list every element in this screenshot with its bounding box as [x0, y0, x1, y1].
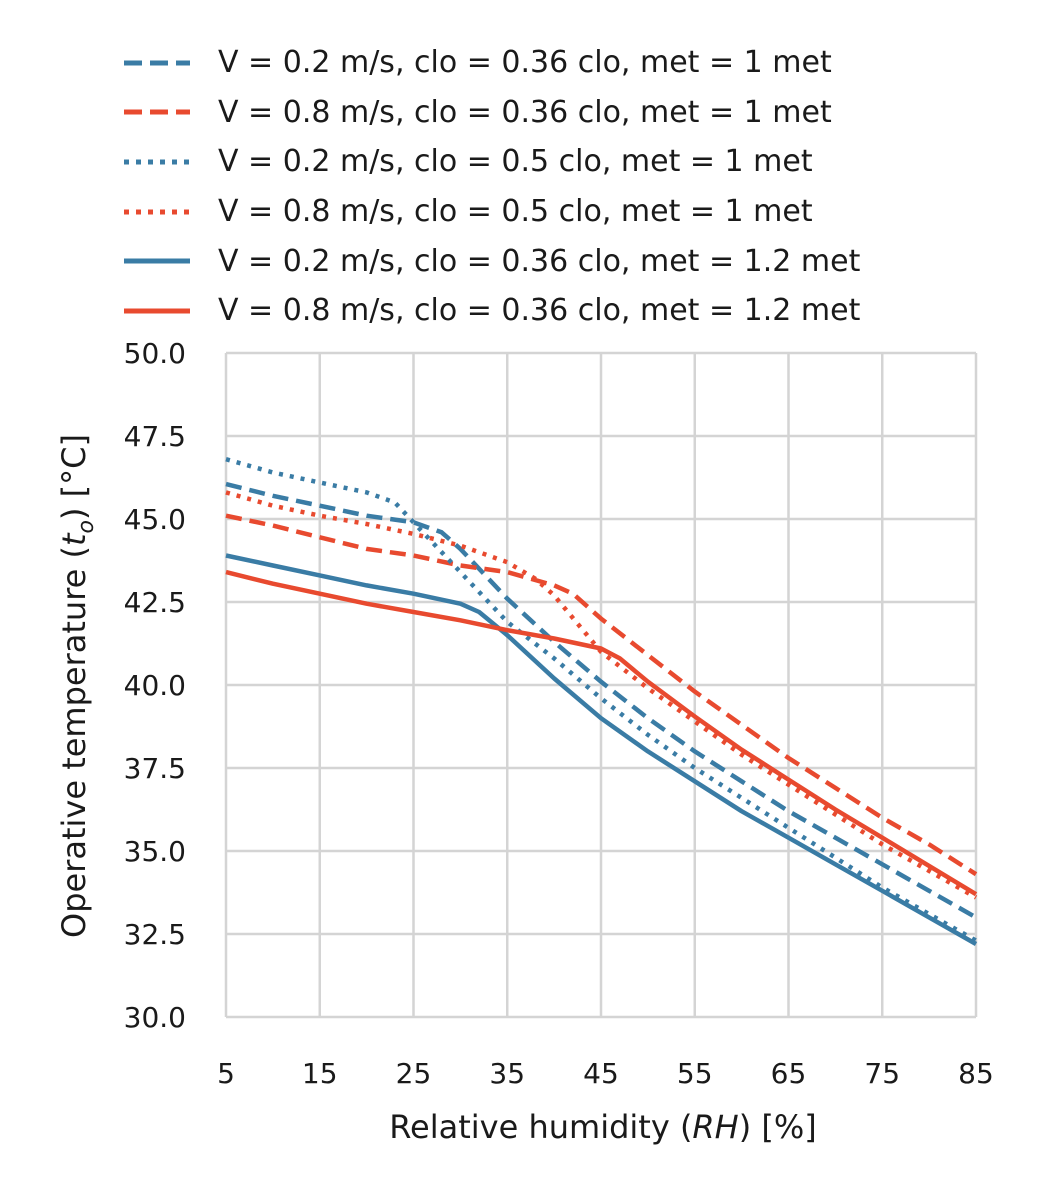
x-tick-label: 65 — [771, 1057, 807, 1090]
legend-label: V = 0.8 m/s, clo = 0.5 clo, met = 1 met — [218, 194, 813, 230]
series-line-5 — [225, 553, 978, 946]
y-tick-label: 42.5 — [124, 586, 186, 619]
x-tick-label: 55 — [677, 1057, 713, 1090]
x-tick-label: 15 — [302, 1057, 338, 1090]
legend-swatch-solid-blue — [124, 258, 190, 264]
legend-item: V = 0.2 m/s, clo = 0.5 clo, met = 1 met — [122, 137, 860, 187]
tick-labels: 5 15 25 35 45 55 65 75 85 30.0 32.5 35.0 37.5 40.0 42.… — [124, 337, 994, 1090]
y-tick-label: 45.0 — [124, 503, 186, 536]
legend-label: V = 0.8 m/s, clo = 0.36 clo, met = 1 met — [218, 94, 832, 130]
x-tick-label: 25 — [396, 1057, 432, 1090]
legend-label: V = 0.8 m/s, clo = 0.36 clo, met = 1.2 m… — [218, 293, 861, 329]
y-axis-title: Operative temperature (to) [°C] — [55, 434, 99, 938]
series-line-2 — [225, 513, 978, 877]
legend-swatch-dashed-blue — [124, 60, 190, 66]
y-tick-label: 50.0 — [124, 337, 186, 370]
x-tick-label: 75 — [864, 1057, 900, 1090]
y-tick-label: 37.5 — [124, 752, 186, 785]
legend-swatch-dashed-red — [124, 109, 190, 115]
legend-item: V = 0.8 m/s, clo = 0.36 clo, met = 1 met — [122, 88, 860, 138]
x-axis-title: Relative humidity (RH) [%] — [389, 1108, 817, 1146]
legend-item: V = 0.8 m/s, clo = 0.5 clo, met = 1 met — [122, 187, 860, 237]
grid — [224, 351, 978, 1019]
legend-item: V = 0.2 m/s, clo = 0.36 clo, met = 1.2 m… — [122, 236, 860, 286]
y-tick-label: 47.5 — [124, 420, 186, 453]
series-group — [225, 457, 978, 946]
series-line-4 — [225, 490, 978, 900]
y-tick-label: 35.0 — [124, 835, 186, 868]
series-line-6 — [225, 569, 978, 897]
legend-label: V = 0.2 m/s, clo = 0.36 clo, met = 1.2 m… — [218, 243, 861, 279]
legend-label: V = 0.2 m/s, clo = 0.5 clo, met = 1 met — [218, 144, 813, 180]
x-tick-label: 5 — [217, 1057, 235, 1090]
y-tick-label: 30.0 — [124, 1001, 186, 1034]
series-line-1 — [225, 481, 978, 920]
legend-item: V = 0.2 m/s, clo = 0.36 clo, met = 1 met — [122, 38, 860, 88]
x-tick-label: 45 — [583, 1057, 619, 1090]
y-tick-label: 40.0 — [124, 669, 186, 702]
legend-label: V = 0.2 m/s, clo = 0.36 clo, met = 1 met — [218, 45, 832, 81]
legend: V = 0.2 m/s, clo = 0.36 clo, met = 1 met… — [122, 38, 860, 336]
legend-swatch-solid-red — [124, 308, 190, 314]
x-tick-label: 85 — [958, 1057, 994, 1090]
legend-item: V = 0.8 m/s, clo = 0.36 clo, met = 1.2 m… — [122, 286, 860, 336]
x-tick-label: 35 — [489, 1057, 525, 1090]
y-tick-label: 32.5 — [124, 918, 186, 951]
